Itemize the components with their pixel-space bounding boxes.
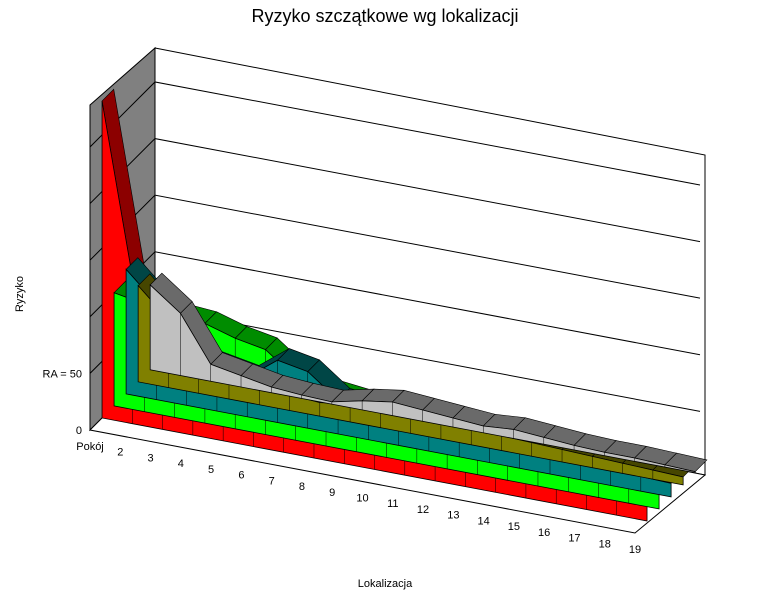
series-1-face [149, 283, 696, 474]
x-tick-label: 14 [477, 515, 489, 527]
x-tick-label: 8 [299, 481, 305, 493]
x-axis-label: Lokalizacja [357, 578, 413, 590]
y-ticks: 0 RA = 50 [43, 368, 82, 437]
y-axis-label: Ryzyko [14, 275, 26, 313]
x-tick-label: 15 [508, 521, 520, 533]
x-ticks: Pokój 2 3 4 5 6 7 8 9 10 11 12 13 14 15 16 17 18 19 [76, 441, 641, 556]
x-tick-label: 2 [117, 447, 123, 459]
x-tick-label: 5 [208, 464, 214, 476]
x-tick-label: 4 [178, 458, 184, 470]
series-group [101, 88, 708, 522]
y-tick-label: 0 [76, 425, 82, 437]
x-tick-label: 3 [147, 452, 153, 464]
x-tick-label: 6 [238, 470, 244, 482]
x-tick-label: 12 [417, 504, 429, 516]
y-tick-label: RA = 50 [43, 368, 82, 380]
x-tick-label: 7 [269, 475, 275, 487]
x-tick-label: 16 [538, 527, 550, 539]
series-1 [149, 272, 708, 474]
x-tick-label: 13 [447, 510, 459, 522]
x-tick-label: 11 [387, 498, 398, 510]
x-tick-label: 18 [599, 538, 611, 550]
chart-title: Ryzyko szczątkowe wg lokalizacji [251, 6, 519, 26]
x-tick-label: Pokój [76, 441, 104, 453]
x-tick-label: 19 [629, 544, 641, 556]
x-tick-label: 9 [329, 487, 335, 499]
x-tick-label: 10 [356, 493, 368, 505]
x-tick-label: 17 [568, 533, 580, 545]
